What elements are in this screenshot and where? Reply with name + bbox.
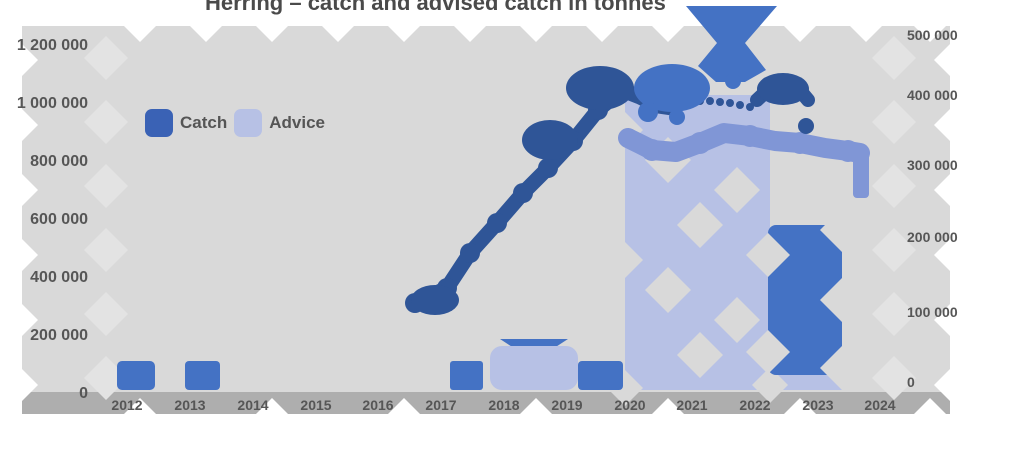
right-axis-tick: 200 000 [907, 229, 958, 245]
x-axis-tick: 2020 [614, 397, 646, 413]
x-axis-tick: 2023 [802, 397, 834, 413]
year-marker [634, 6, 777, 125]
right-axis-tick: 400 000 [907, 87, 958, 103]
tall-bar-2023 [746, 208, 864, 390]
x-axis-tick: 2014 [237, 397, 269, 413]
chart-title-text: Herring – catch and advised catch in ton… [205, 0, 666, 15]
catch-bars [117, 339, 623, 390]
left-axis-tick: 800 000 [30, 153, 88, 170]
legend: Catch Advice [145, 109, 325, 137]
right-axis-tick: 100 000 [907, 304, 958, 320]
x-axis-tick: 2022 [739, 397, 771, 413]
x-axis-tick: 2018 [488, 397, 520, 413]
x-axis-tick: 2024 [864, 397, 896, 413]
x-axis-tick: 2019 [551, 397, 583, 413]
x-axis-tick: 2016 [362, 397, 394, 413]
right-axis-tick: 0 [907, 374, 915, 390]
chart-title: Herring – catch and advised catch in ton… [205, 0, 725, 19]
legend-swatch-advice [234, 109, 263, 137]
x-axis-tick: 2021 [676, 397, 708, 413]
ssb-right-cluster [750, 73, 815, 134]
left-axis-tick: 400 000 [30, 269, 88, 286]
left-axis-tick: 0 [79, 385, 88, 402]
legend-swatch-catch [145, 109, 173, 137]
right-axis-tick: 500 000 [907, 27, 958, 43]
x-axis-tick: 2015 [300, 397, 332, 413]
left-axis-tick: 1 000 000 [16, 95, 88, 112]
x-axis-strip [22, 392, 950, 414]
right-axis-tick: 300 000 [907, 157, 958, 173]
legend-label-advice: Advice [269, 113, 325, 132]
x-axis-tick: 2012 [111, 397, 143, 413]
left-axis-tick: 200 000 [30, 327, 88, 344]
left-axis-tick: 1 200 000 [16, 37, 88, 54]
left-axis-tick: 600 000 [30, 211, 88, 228]
forecast-line [618, 123, 870, 198]
legend-label-catch: Catch [180, 113, 228, 132]
x-axis-tick: 2017 [425, 397, 457, 413]
x-axis-tick: 2013 [174, 397, 206, 413]
